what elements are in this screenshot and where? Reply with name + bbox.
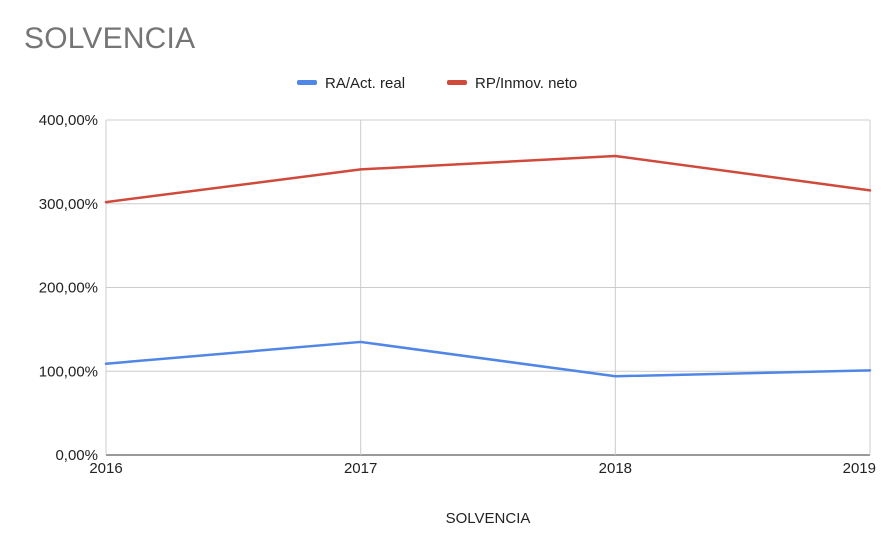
x-axis-ticks: 2016 2017 2018 2019 — [89, 460, 876, 477]
x-tick-label: 2019 — [843, 460, 876, 477]
y-tick-label: 0,00% — [55, 447, 98, 464]
y-tick-label: 100,00% — [39, 363, 98, 380]
legend-label: RP/Inmov. neto — [475, 75, 577, 92]
series-line-1 — [104, 340, 872, 378]
chart-title: SOLVENCIA — [24, 22, 196, 55]
y-tick-label: 300,00% — [39, 196, 98, 213]
x-tick-label: 2017 — [344, 460, 377, 477]
series-line-2 — [104, 154, 872, 204]
x-tick-label: 2016 — [89, 460, 122, 477]
x-axis-label: SOLVENCIA — [446, 510, 531, 527]
grid — [105, 119, 871, 456]
y-tick-label: 400,00% — [39, 112, 98, 129]
y-tick-label: 200,00% — [39, 280, 98, 297]
x-tick-label: 2018 — [599, 460, 632, 477]
series-lines — [104, 154, 872, 378]
legend-swatch — [297, 80, 317, 85]
y-axis-ticks: 0,00% 100,00% 200,00% 300,00% 400,00% — [39, 112, 98, 464]
legend: RA/Act. real RP/Inmov. neto — [297, 75, 577, 92]
legend-item-2: RP/Inmov. neto — [447, 75, 577, 92]
legend-label: RA/Act. real — [325, 75, 405, 92]
legend-swatch — [447, 80, 467, 85]
legend-item-1: RA/Act. real — [297, 75, 405, 92]
